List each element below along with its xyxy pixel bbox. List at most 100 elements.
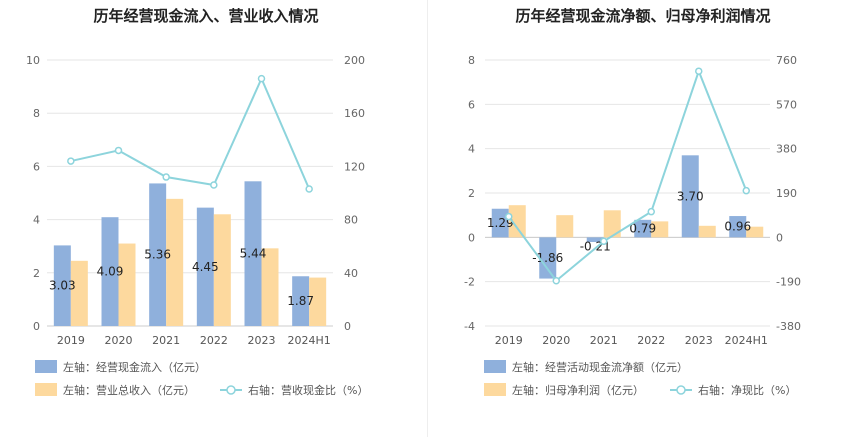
x-axis-tick-label: 2019 [57,334,85,347]
legend-swatch [35,360,57,373]
line-point [210,181,218,189]
bar-orange [261,248,279,326]
bar-orange [508,205,526,238]
x-axis-tick-label: 2020 [542,334,570,347]
left-axis-tick-label: 0 [33,320,40,333]
bar-blue [729,216,747,238]
line-point [600,237,608,246]
legend-label: 左轴：经营活动现金流净额（亿元） [512,360,688,374]
right-axis-tick-label: 200 [344,54,365,67]
legend-label: 右轴：营收现金比（%） [248,383,368,397]
right-axis-tick-label: -380 [776,320,801,333]
bar-blue [634,219,652,238]
bar-orange [213,214,231,326]
bar-blue [53,245,71,326]
right-axis-tick-label: 570 [776,98,797,111]
bar-blue [149,183,167,326]
legend-swatch [484,383,506,396]
data-label: 4.09 [97,265,124,279]
left-axis-tick-label: 8 [468,54,475,67]
bar-orange [556,215,574,238]
line-point [742,186,750,195]
x-axis-tick-label: 2023 [685,334,713,347]
series-line [507,68,748,283]
right-axis-tick-label: -190 [776,276,801,289]
legend-label: 左轴：归母净利润（亿元） [512,383,644,397]
right-axis-tick-label: 0 [344,320,351,333]
left-axis-tick-label: 2 [468,187,475,200]
left-axis-tick-label: 4 [468,143,475,156]
left-axis-tick-label: 4 [33,214,40,227]
right-axis-tick-label: 40 [344,267,358,280]
x-axis-tick-label: 2022 [200,334,228,347]
line-point [67,157,75,165]
bar-orange [746,226,764,238]
bar-orange [70,260,88,326]
left-axis-tick-label: 0 [468,231,475,244]
bar-orange [309,277,327,326]
legend-swatch [484,360,506,373]
bar-blue [539,237,557,279]
bar-blue [681,155,699,238]
bar-blue [101,217,119,326]
data-label: 4.45 [192,260,219,274]
legend-label: 右轴：净现比（%） [698,383,796,397]
right-axis-tick-label: 0 [776,231,783,244]
left-axis-tick-label: 6 [33,160,40,173]
legend-swatch [35,383,57,396]
legend-marker [226,385,236,395]
data-label: 0.79 [629,221,656,235]
bar-blue [491,208,509,238]
legend-label: 左轴：经营现金流入（亿元） [63,360,206,374]
bar-blue [244,181,262,326]
data-label: 3.03 [49,279,76,293]
left-axis-tick-label: 10 [26,54,40,67]
x-axis-tick-label: 2019 [495,334,523,347]
left-axis-tick-label: 6 [468,98,475,111]
right-axis-tick-label: 190 [776,187,797,200]
bar-orange [698,225,716,238]
data-label: 0.96 [724,220,751,234]
line-point [695,67,703,75]
left-axis-tick-label: -4 [464,320,475,333]
x-axis-tick-label: 2022 [637,334,665,347]
right-axis-tick-label: 760 [776,54,797,67]
x-axis-tick-label: 2020 [105,334,133,347]
x-axis-tick-label: 2021 [152,334,180,347]
line-point [114,146,123,155]
line-point [552,276,560,285]
right-axis-tick-label: 80 [344,214,358,227]
legend-label: 左轴：营业总收入（亿元） [63,383,195,397]
data-label: 5.44 [240,247,267,261]
bar-blue [586,237,604,242]
bar-orange [166,198,184,326]
legend-marker [676,385,686,395]
line-point [505,212,513,221]
right-axis-tick-label: 120 [344,160,365,173]
line-point [647,207,655,216]
right-axis-tick-label: 160 [344,107,365,120]
panel-divider [427,0,428,437]
chart-title: 历年经营现金流入、营业收入情况 [93,7,318,25]
x-axis-tick-label: 2023 [248,334,276,347]
bar-blue [196,207,214,326]
x-axis-tick-label: 2021 [590,334,618,347]
left-axis-tick-label: 8 [33,107,40,120]
x-axis-tick-label: 2024H1 [725,334,768,347]
bar-blue [292,276,310,326]
bar-orange [651,221,669,238]
data-label: 3.70 [677,189,704,203]
data-label: 1.87 [287,294,314,308]
line-point [257,74,266,83]
left-axis-tick-label: 2 [33,267,40,280]
left-axis-tick-label: -2 [464,276,475,289]
x-axis-tick-label: 2024H1 [288,334,331,347]
bar-orange [603,210,621,238]
data-label: -1.86 [532,251,563,265]
right-axis-tick-label: 380 [776,143,797,156]
line-point [162,173,170,181]
bar-orange [118,243,136,326]
chart-title: 历年经营现金流净额、归母净利润情况 [515,7,770,25]
